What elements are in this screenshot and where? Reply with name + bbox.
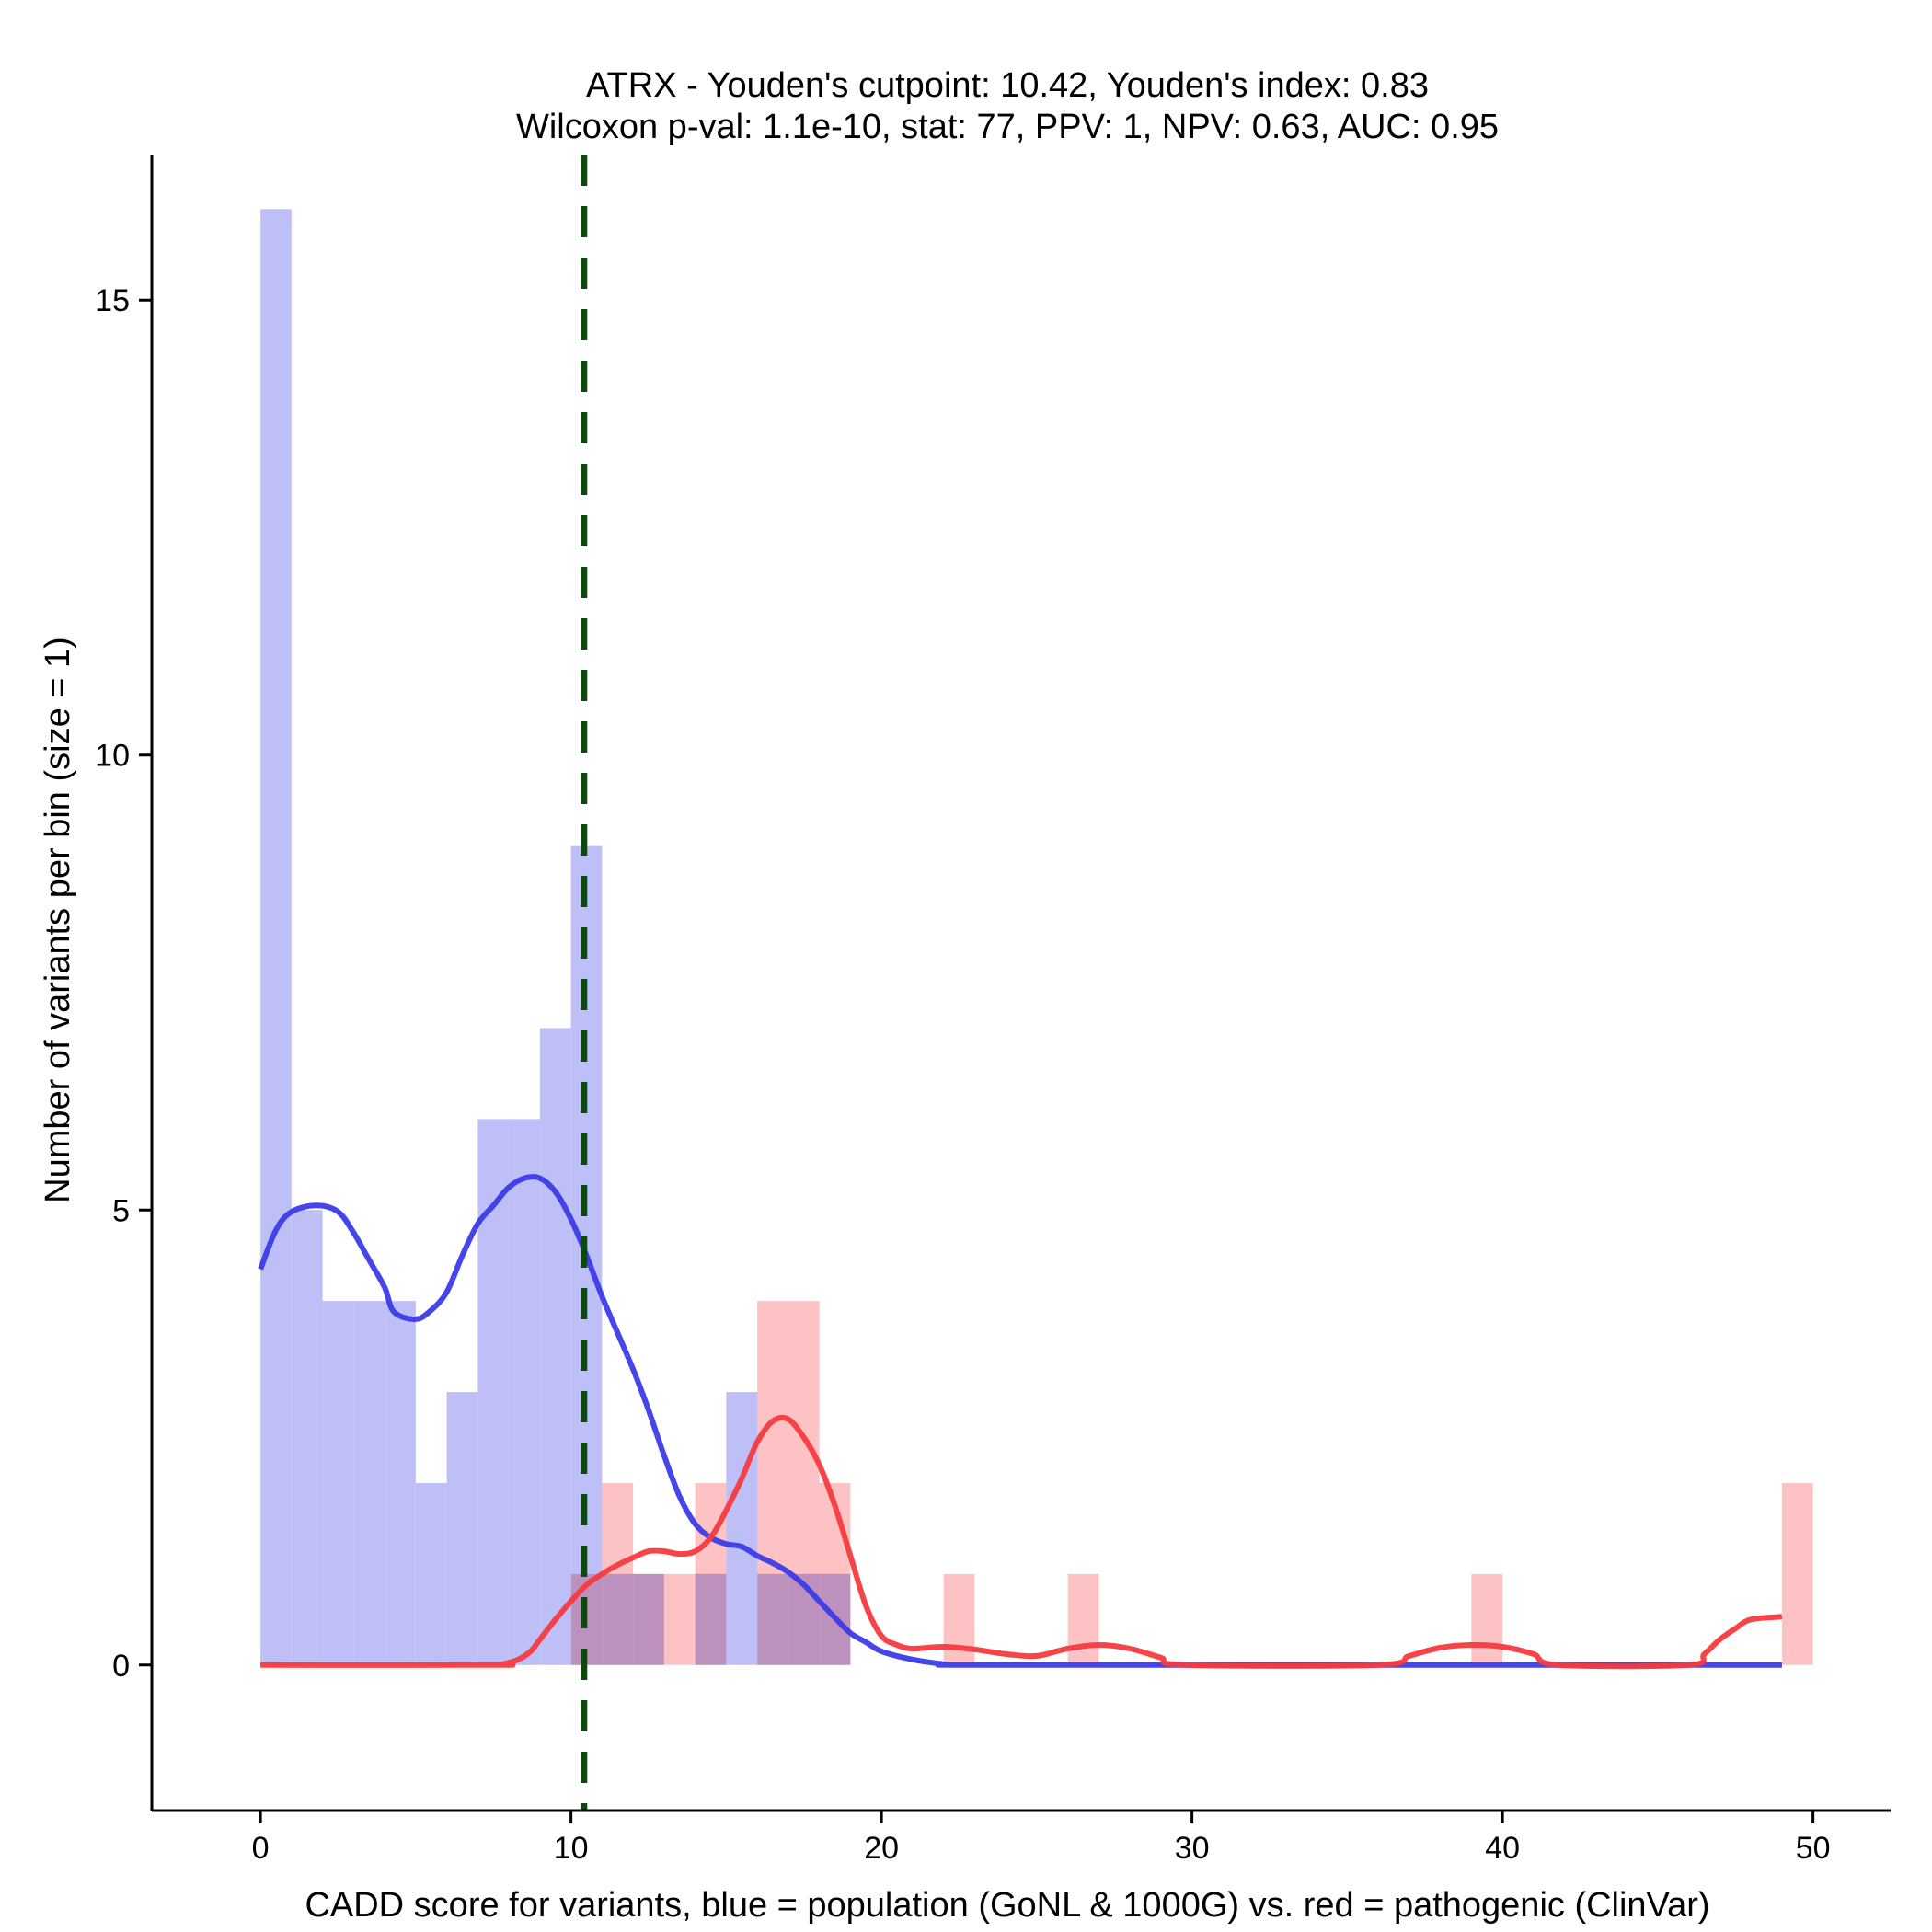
x-tick-label-20: 20 <box>864 1831 899 1866</box>
population-bar-9 <box>539 1028 571 1665</box>
chart-title: ATRX - Youden's cutpoint: 10.42, Youden'… <box>586 66 1429 105</box>
pathogenic-bar-9 <box>1067 1573 1099 1665</box>
population-bar-8 <box>509 1119 540 1665</box>
y-tick-label-10: 10 <box>95 739 130 774</box>
histogram-bars <box>260 209 1813 1665</box>
density-curves <box>258 155 1783 1811</box>
pathogenic-bar-11 <box>1781 1482 1813 1665</box>
pathogenic-bar-10 <box>1471 1573 1503 1665</box>
population-bar-4 <box>385 1301 416 1665</box>
population-bar-14 <box>726 1392 758 1665</box>
pathogenic-bar-4 <box>695 1482 727 1665</box>
x-tick-label-0: 0 <box>252 1831 270 1866</box>
x-tick-label-30: 30 <box>1175 1831 1210 1866</box>
population-bar-5 <box>415 1482 447 1665</box>
y-tick-label-0: 0 <box>112 1649 130 1684</box>
pathogenic-bar-5 <box>757 1301 788 1665</box>
pathogenic-bar-3 <box>663 1573 696 1665</box>
pathogenic-bar-2 <box>633 1573 664 1665</box>
y-tick-label-15: 15 <box>95 283 130 318</box>
population-bar-6 <box>446 1392 478 1665</box>
population-bar-3 <box>353 1301 385 1665</box>
x-tick-label-10: 10 <box>554 1831 589 1866</box>
population-bar-0 <box>260 209 292 1665</box>
x-tick-label-40: 40 <box>1485 1831 1520 1866</box>
y-tick-label-5: 5 <box>112 1193 130 1228</box>
population-bar-7 <box>477 1119 510 1665</box>
pathogenic-density-line <box>260 1414 1783 1670</box>
population-bar-2 <box>322 1301 354 1665</box>
axes: 0 10 20 30 40 50 0 5 10 15 <box>95 155 1891 1866</box>
population-density-line <box>258 1174 1782 1668</box>
population-bar-1 <box>291 1210 323 1665</box>
x-axis-label: CADD score for variants, blue = populati… <box>305 1886 1709 1925</box>
pathogenic-bar-6 <box>788 1301 820 1665</box>
chart-subtitle: Wilcoxon p-val: 1.1e-10, stat: 77, PPV: … <box>516 108 1499 146</box>
y-axis-label: Number of variants per bin (size = 1) <box>39 637 77 1203</box>
x-tick-label-50: 50 <box>1796 1831 1831 1866</box>
